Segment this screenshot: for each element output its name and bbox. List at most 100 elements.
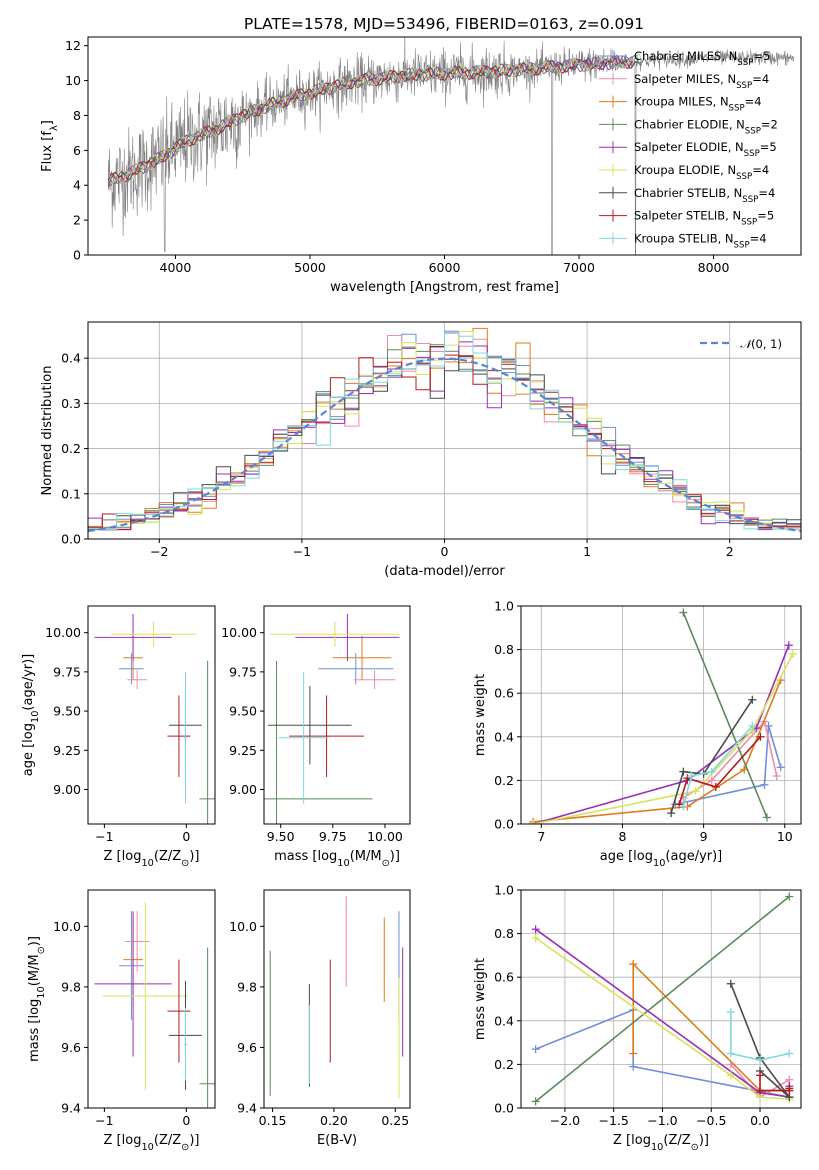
x-axis-label: Z [log10(Z/Z⊙)] <box>613 1133 709 1153</box>
legend-label-value: =4 <box>752 72 769 86</box>
series-marker <box>679 767 688 776</box>
errorbar-point <box>295 613 400 661</box>
x-axis-label-text: Z [log <box>104 1133 142 1148</box>
legend-label: Kroupa MILES, NSSP=4 <box>634 95 762 114</box>
x-tick-label: 0.25 <box>381 1113 409 1128</box>
y-axis-label: mass weight <box>473 958 488 1040</box>
series-marker <box>726 1049 735 1058</box>
y-tick-label: 0.2 <box>494 1057 514 1072</box>
model-spectrum <box>108 61 553 184</box>
errorbar-point <box>94 613 172 661</box>
errorbar-point <box>167 695 191 777</box>
legend-label-sub: SSP <box>736 172 752 182</box>
x-tick-label: 4000 <box>160 260 192 275</box>
mass-weight-series <box>678 736 761 805</box>
y-tick-label: 0.2 <box>494 773 514 788</box>
x-tick-label: 7000 <box>563 260 595 275</box>
errorbar-point <box>270 621 400 647</box>
y-tick-label: 9.8 <box>237 979 257 994</box>
series-marker <box>675 800 684 809</box>
y-tick-label: 0.8 <box>494 642 514 657</box>
y-tick-label: 8 <box>73 108 81 123</box>
legend-label: Kroupa STELIB, NSSP=4 <box>634 231 767 250</box>
series-marker <box>629 1062 638 1071</box>
y-tick-label: 9.50 <box>53 704 81 719</box>
y-tick-label: 9.00 <box>53 782 81 797</box>
axes-frame <box>263 605 411 825</box>
y-tick-label: 9.25 <box>229 743 257 758</box>
age-mass-panel: 9.50 9.75 10.00 9.00 9.25 9.50 9.75 10.00 mass [… <box>221 605 411 869</box>
y-axis-label: mass [log10(M/M⊙)] <box>27 936 47 1062</box>
y-tick-label: 10.00 <box>45 625 81 640</box>
errorbar-point <box>332 635 392 680</box>
legend-label-sub: SSP <box>736 81 752 91</box>
x-axis-label-text: )] <box>189 849 199 864</box>
series-marker <box>679 608 688 617</box>
x-tick-label: 6000 <box>429 260 461 275</box>
y-tick-label: 0.0 <box>61 532 81 547</box>
plot-area <box>531 892 794 1106</box>
legend-label: Kroupa ELODIE, NSSP=4 <box>634 163 769 182</box>
series-marker <box>711 782 720 791</box>
x-axis-label: mass [log10(M/M⊙)] <box>274 849 400 869</box>
x-tick-label: 9.75 <box>319 829 347 844</box>
legend-label-text: Kroupa MILES, N <box>634 95 729 109</box>
legend-label: Salpeter STELIB, NSSP=5 <box>634 209 774 228</box>
x-tick-label: −1 <box>95 1113 113 1128</box>
y-axis-label-text: ] <box>40 120 55 125</box>
x-tick-label: 0 <box>182 829 190 844</box>
errorbar-point <box>199 660 215 824</box>
x-axis-label-text: (Z/Z <box>154 849 181 864</box>
errorbar-point <box>119 911 144 1021</box>
series-marker <box>748 695 757 704</box>
x-axis-label-text: age [log <box>600 849 653 864</box>
y-tick-label: 9.6 <box>61 1040 81 1055</box>
y-tick-label: 10.0 <box>53 919 81 934</box>
x-axis-label-text: (Z/Z <box>154 1133 181 1148</box>
x-tick-label: −0.5 <box>696 1113 726 1128</box>
mass-weight-series <box>730 983 790 1098</box>
x-axis-label-text: )] <box>390 849 400 864</box>
mass-weight-series <box>535 895 790 1103</box>
mass-weight-series <box>682 725 753 807</box>
x-tick-label: 10.00 <box>367 829 403 844</box>
y-tick-label: 10.0 <box>229 919 257 934</box>
x-tick-label: 9 <box>700 829 708 844</box>
legend-label-text: Chabrier ELODIE, N <box>634 117 745 131</box>
series-marker <box>529 820 538 824</box>
errorbar-point <box>110 621 197 647</box>
x-axis-label-text: E(B-V) <box>317 1133 357 1148</box>
x-axis-label-sub: ⊙ <box>181 858 189 869</box>
axes-frame <box>263 889 411 1109</box>
x-axis-label-text: Z [log <box>613 1133 651 1148</box>
mass-weight-series <box>533 679 782 823</box>
x-tick-label: 8000 <box>698 260 730 275</box>
plot-area <box>264 613 400 824</box>
x-tick-label: 10 <box>777 829 793 844</box>
y-axis-label-text: Normed distribution <box>40 366 55 496</box>
x-axis-label: Z [log10(Z/Z⊙)] <box>104 849 200 869</box>
x-tick-label: 8 <box>618 829 626 844</box>
x-axis-label-sub: 10 <box>337 858 349 869</box>
x-tick-label: −1.5 <box>599 1113 629 1128</box>
errorbar-point <box>127 670 147 690</box>
x-axis-label-sub: ⊙ <box>691 1142 699 1153</box>
legend-label: Chabrier MILES, NSSP=5 <box>634 49 770 68</box>
legend-label-value: =4 <box>750 231 767 245</box>
y-tick-label: 6 <box>73 143 81 158</box>
y-axis-label-text: (M/M <box>27 954 42 986</box>
series-marker <box>726 1008 735 1017</box>
legend-label-value: =4 <box>758 186 775 200</box>
x-axis-label-sub: ⊙ <box>382 858 390 869</box>
x-tick-label: 2 <box>726 544 734 559</box>
legend-label-value: =5 <box>753 49 770 63</box>
y-tick-label: 0.8 <box>494 926 514 941</box>
series-marker <box>707 776 716 785</box>
spectrum-panel: 4000 5000 6000 7000 8000 0 2 4 6 8 10 12 wavelength … <box>40 36 802 295</box>
x-tick-label: 0 <box>182 1113 190 1128</box>
series-marker <box>756 1056 765 1065</box>
y-axis-label-sub: 10 <box>30 711 41 723</box>
series-marker <box>629 1049 638 1058</box>
legend-label-value: =5 <box>760 140 777 154</box>
residuals-panel: −2 −1 0 1 2 0.0 0.1 0.2 0.3 0.4 (data-model)/error… <box>40 321 802 579</box>
